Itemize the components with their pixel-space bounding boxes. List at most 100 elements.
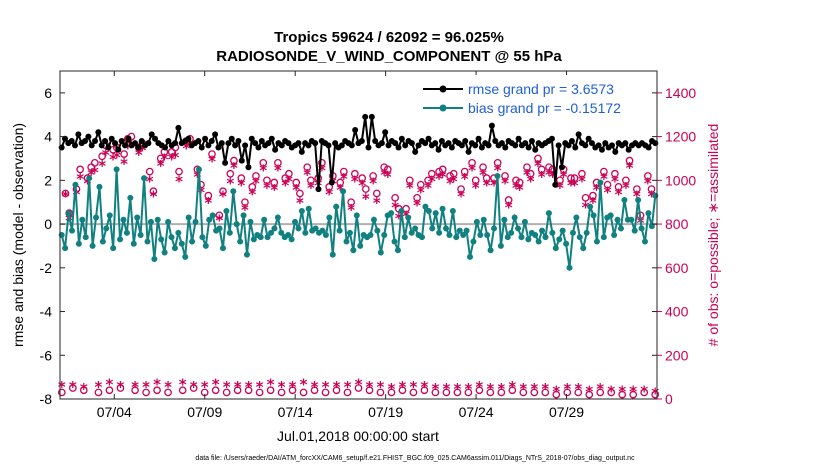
rmse-point xyxy=(348,142,355,149)
bias-point xyxy=(549,229,556,236)
obs-possible-marker xyxy=(530,388,539,397)
obs-possible-marker xyxy=(578,169,586,178)
obs-possible-marker xyxy=(589,191,597,200)
rmse-point xyxy=(532,146,539,153)
obs-assimilated-marker: * xyxy=(428,172,436,190)
obs-assimilated-marker: * xyxy=(182,140,190,158)
obs-possible-marker xyxy=(556,176,564,185)
bias-point xyxy=(106,212,113,219)
bias-point xyxy=(99,238,106,245)
obs-assimilated-marker: * xyxy=(593,181,601,199)
bias-point xyxy=(189,238,196,245)
right-axis: 0 200 400 600 800 1000 1200 1400 xyxy=(657,85,696,407)
bias-point xyxy=(151,256,158,263)
obs-assimilated-marker: * xyxy=(223,378,231,396)
rmse-point xyxy=(572,144,579,151)
bias-point xyxy=(86,175,93,182)
rmse-point xyxy=(235,137,242,144)
rmse-point xyxy=(498,140,505,147)
obs-assimilated-marker: * xyxy=(475,378,483,396)
bias-point xyxy=(120,216,127,223)
bias-point xyxy=(302,229,309,236)
obs-possible-marker xyxy=(567,174,575,182)
obs-assimilated-marker: * xyxy=(373,194,381,212)
rmse-point xyxy=(478,144,485,151)
rmse-point xyxy=(472,142,479,149)
rmse-point xyxy=(238,157,245,164)
bias-point xyxy=(418,234,425,241)
rmse-point xyxy=(118,137,125,144)
obs-assimilated-marker: * xyxy=(263,179,271,197)
obs-possible-marker xyxy=(471,176,480,185)
bias-point xyxy=(110,245,117,252)
rmse-point xyxy=(595,142,602,149)
rmse-point xyxy=(202,135,209,142)
rmse-point xyxy=(485,142,492,149)
obs-possible-marker xyxy=(519,388,528,397)
obs-assimilated-marker: * xyxy=(538,168,546,186)
obs-possible-marker xyxy=(629,390,638,399)
obs-assimilated-marker: * xyxy=(420,378,428,396)
rmse-point xyxy=(62,135,69,142)
obs-possible-marker xyxy=(596,388,605,397)
obs-assimilated-marker: * xyxy=(384,168,392,186)
rmse-point xyxy=(265,140,272,147)
rmse-point xyxy=(305,142,312,149)
rmse-point xyxy=(425,135,432,142)
bias-point xyxy=(329,251,336,258)
bias-point xyxy=(199,234,206,241)
bias-point xyxy=(641,238,648,245)
bias-point xyxy=(192,218,199,225)
bias-point xyxy=(65,210,72,217)
obs-possible-marker xyxy=(299,388,308,397)
rmse-point xyxy=(575,131,582,138)
rmse-point xyxy=(438,137,445,144)
rmse-point xyxy=(378,140,385,147)
bias-point xyxy=(473,218,480,225)
rmse-point xyxy=(132,140,139,147)
obs-assimilated-marker: * xyxy=(424,179,432,197)
obs-possible-marker xyxy=(607,388,616,397)
obs-assimilated-marker: * xyxy=(377,378,385,396)
bias-point xyxy=(288,236,295,243)
bias-point xyxy=(89,242,96,249)
obs-possible-marker xyxy=(98,152,106,161)
obs-assimilated-marker: * xyxy=(355,376,363,394)
obs-assimilated-marker: * xyxy=(541,380,549,398)
obs-possible-marker xyxy=(219,187,227,196)
y-tick-label: 4 xyxy=(44,129,52,145)
rmse-point xyxy=(512,142,519,149)
bias-point xyxy=(82,234,89,241)
rmse-point xyxy=(205,142,212,149)
bias-point xyxy=(487,247,494,254)
bias-point xyxy=(240,212,247,219)
rmse-point xyxy=(102,137,109,144)
obs-assimilated-marker: * xyxy=(278,378,286,396)
rmse-point xyxy=(208,137,215,144)
rmse-point xyxy=(135,144,142,151)
obs-possible-marker xyxy=(424,176,432,185)
bias-point xyxy=(295,225,302,232)
obs-possible-marker xyxy=(482,174,491,182)
bias-point xyxy=(408,229,415,236)
legend-rmse-label: rmse grand pr = 3.6573 xyxy=(468,81,614,97)
bias-point xyxy=(535,238,542,245)
bias-point xyxy=(497,242,504,249)
rmse-point xyxy=(172,140,179,147)
obs-assimilated-marker: * xyxy=(322,378,330,396)
obs-possible-marker xyxy=(391,193,399,202)
y2-tick-label: 400 xyxy=(665,304,689,320)
obs-assimilated-marker: * xyxy=(296,194,304,212)
obs-possible-marker xyxy=(438,165,447,174)
obs-assimilated-marker: * xyxy=(563,380,571,398)
obs-possible-marker xyxy=(277,388,286,397)
bias-point xyxy=(233,221,240,228)
obs-assimilated-marker: * xyxy=(399,378,407,396)
bias-point xyxy=(460,232,467,238)
rmse-point xyxy=(568,137,575,144)
bias-point xyxy=(463,227,470,234)
obs-possible-marker xyxy=(383,165,392,174)
bias-point xyxy=(243,251,250,258)
obs-possible-marker xyxy=(204,191,213,200)
obs-assimilated-marker: * xyxy=(351,172,359,190)
